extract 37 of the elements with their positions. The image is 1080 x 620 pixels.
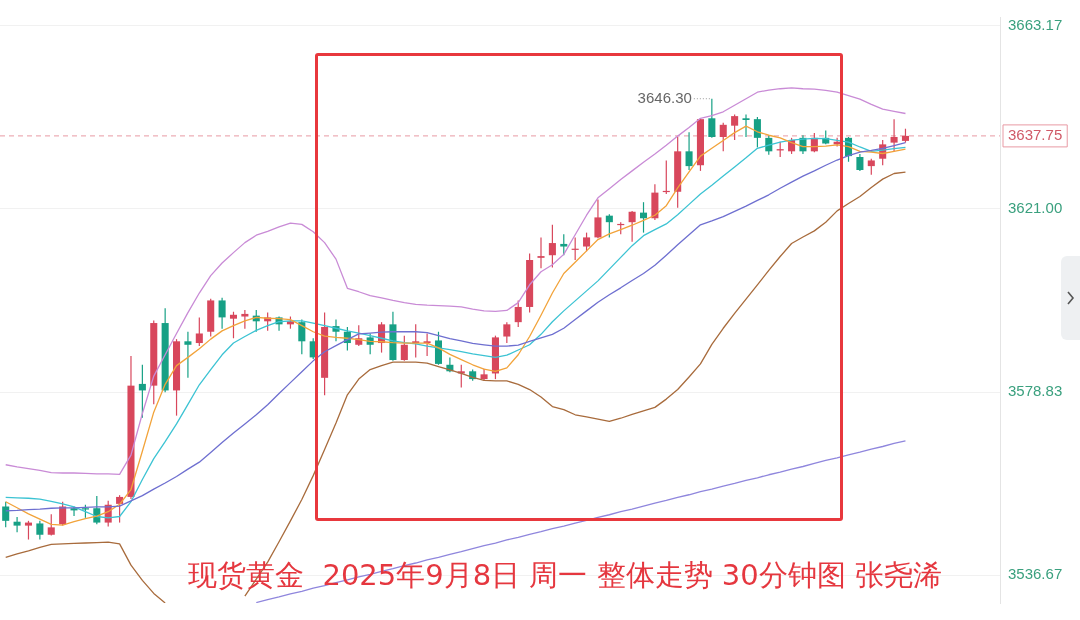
ref-line-label: 3637.75 bbox=[1008, 126, 1063, 144]
candlestick bbox=[537, 236, 545, 269]
candlestick bbox=[605, 213, 613, 238]
candlestick bbox=[59, 501, 67, 527]
candlestick bbox=[195, 316, 203, 347]
candlestick bbox=[241, 309, 249, 330]
candlestick bbox=[184, 331, 192, 379]
candlestick bbox=[24, 520, 33, 541]
candlestick bbox=[434, 331, 443, 366]
candlestick bbox=[13, 516, 21, 533]
candlestick bbox=[36, 520, 44, 541]
candlestick bbox=[138, 364, 146, 419]
candlestick bbox=[731, 113, 739, 141]
candlestick bbox=[400, 335, 408, 362]
candlestick bbox=[628, 210, 636, 243]
y-tick-label: 3663.17 bbox=[1008, 15, 1063, 33]
candlestick bbox=[229, 311, 238, 339]
candlestick bbox=[685, 131, 693, 171]
candlestick bbox=[719, 122, 727, 152]
candlestick bbox=[583, 232, 591, 252]
candlestick bbox=[2, 501, 10, 528]
annotation: 3646.30 bbox=[637, 88, 692, 106]
candlestick bbox=[47, 513, 55, 537]
y-tick-label: 3621.00 bbox=[1008, 198, 1063, 216]
candlestick bbox=[548, 224, 556, 268]
candlestick bbox=[503, 321, 511, 344]
y-tick-label: 3536.67 bbox=[1008, 565, 1063, 583]
candlestick bbox=[560, 233, 568, 256]
candlestick bbox=[708, 98, 716, 139]
candlestick bbox=[753, 116, 761, 149]
candlestick bbox=[594, 198, 602, 239]
candlestick bbox=[742, 113, 750, 138]
candlestick bbox=[218, 297, 226, 330]
y-tick-label: 3578.83 bbox=[1008, 382, 1063, 400]
candlestick bbox=[890, 118, 898, 152]
candlestick bbox=[514, 299, 522, 328]
candlestick bbox=[423, 332, 431, 357]
